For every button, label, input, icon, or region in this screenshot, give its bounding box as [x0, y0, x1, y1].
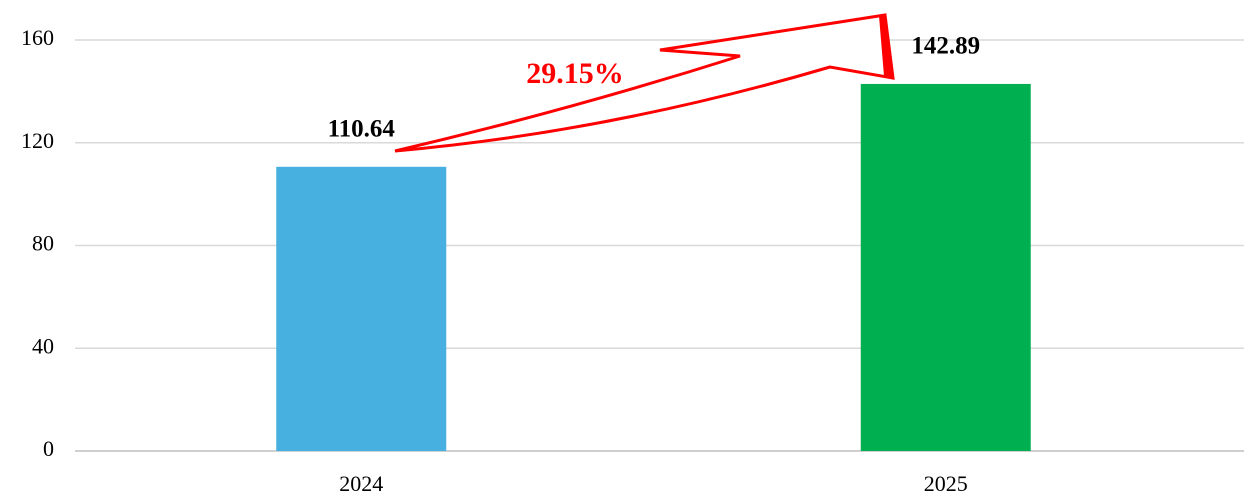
y-tick-label: 40	[32, 333, 54, 358]
y-tick-label: 80	[32, 231, 54, 256]
x-tick-label: 2024	[339, 471, 383, 496]
value-label: 110.64	[328, 116, 396, 143]
y-tick-label: 120	[21, 128, 54, 153]
bar	[860, 83, 1031, 452]
annotation: 29.15%	[526, 57, 624, 90]
growth-arrow	[394, 13, 895, 153]
y-tick-label: 160	[21, 25, 54, 50]
bar	[276, 166, 447, 451]
y-tick-label: 0	[43, 436, 54, 461]
growth-arrow-edge	[879, 15, 893, 78]
value-label: 142.89	[911, 33, 980, 60]
x-tick-label: 2025	[924, 471, 968, 496]
